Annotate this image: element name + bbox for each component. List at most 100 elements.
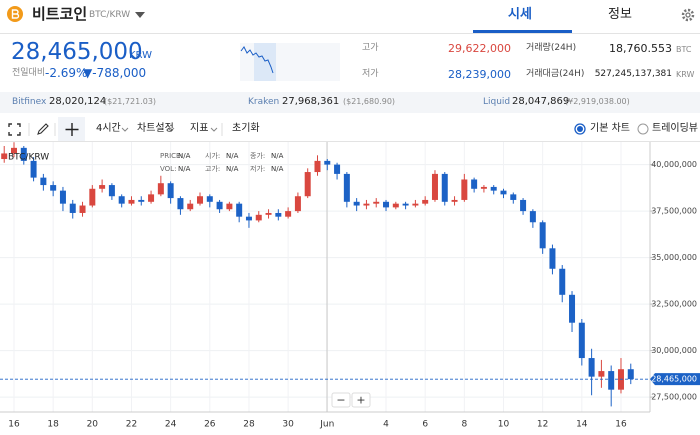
legend-label: 종가:: [250, 151, 265, 160]
candle-body: [373, 201, 380, 204]
candle-body: [40, 177, 47, 186]
tab-underline: [473, 30, 572, 33]
candle-body: [324, 160, 331, 165]
indicators[interactable]: 지표: [190, 123, 209, 134]
candle-body: [578, 322, 585, 359]
radio-selected[interactable]: [574, 123, 586, 135]
legend-label: VOL:: [160, 165, 176, 173]
candle-body: [334, 164, 341, 174]
settings-icon[interactable]: [680, 7, 696, 23]
candle-body: [559, 268, 566, 295]
exchange-name: Liquid: [483, 97, 511, 107]
legend-value: N/A: [226, 152, 239, 160]
coin-name: 비트코인: [32, 5, 88, 23]
zoom-label[interactable]: −: [336, 394, 345, 407]
x-tick-label: 8: [461, 420, 467, 430]
zoom-button[interactable]: [351, 392, 371, 408]
high-label: 고가: [362, 43, 379, 53]
candle-body: [108, 185, 115, 197]
chart: 27,500,000 30,000,000 32,500,000 35,000,000…: [0, 142, 700, 430]
sparkline: [240, 43, 340, 81]
candle-body: [128, 199, 135, 204]
candle-body: [598, 371, 605, 377]
legend-value: N/A: [178, 165, 191, 173]
candle-body: [422, 199, 429, 204]
volume-value: 18,760.553: [609, 42, 672, 55]
candle-body: [226, 203, 233, 210]
candle-body: [187, 203, 194, 210]
candle-body: [343, 173, 350, 202]
pair: BTC/KRW: [89, 10, 131, 20]
current-price: 28,465,000: [11, 39, 143, 65]
chart-settings[interactable]: 차트설정: [137, 123, 174, 134]
candle-body: [157, 183, 164, 195]
candle-body: [451, 199, 458, 202]
x-tick-label: Jun: [319, 420, 334, 430]
legend-value: N/A: [178, 152, 191, 160]
x-tick-label: 12: [537, 420, 548, 430]
candle-body: [50, 185, 57, 191]
draw-icon[interactable]: [37, 123, 49, 135]
last-price-label: 28,465,000: [651, 375, 697, 384]
candle-body: [402, 203, 409, 206]
x-tick-label: 14: [576, 420, 588, 430]
x-tick-label: 16: [615, 420, 627, 430]
x-tick-label: 28: [243, 420, 255, 430]
tab[interactable]: 시세: [508, 7, 532, 22]
candle-body: [20, 147, 27, 161]
candle-body: [206, 196, 213, 202]
x-tick-label: 26: [204, 420, 216, 430]
fullscreen-icon[interactable]: [8, 123, 21, 136]
candle-body: [177, 198, 184, 210]
low-value: 28,239,000: [448, 68, 511, 81]
candle-body: [265, 212, 272, 215]
exchange-converted: ($21,721.03): [104, 97, 157, 106]
y-tick-label: 40,000,000: [651, 160, 697, 169]
candle-body: [148, 194, 155, 202]
legend-label: 고가:: [205, 164, 220, 173]
candle-body: [412, 203, 419, 206]
candle-body: [363, 203, 370, 206]
candle-body: [392, 203, 399, 208]
exchange-converted: (¥2,919,038.00): [565, 97, 630, 106]
y-tick-label: 32,500,000: [651, 300, 697, 309]
candle-body: [197, 196, 204, 204]
low-label: 저가: [362, 69, 379, 79]
candle-body: [539, 222, 546, 249]
change-rate: -2.69%: [45, 66, 88, 80]
candle-body: [588, 358, 595, 377]
x-tick-label: 30: [282, 420, 294, 430]
candle-body: [569, 294, 576, 323]
candle-body: [275, 212, 282, 217]
radio[interactable]: [637, 123, 649, 135]
x-tick-label: 22: [126, 420, 137, 430]
candle-body: [510, 194, 517, 200]
x-tick-label: 18: [47, 420, 59, 430]
change-amount: ▼-788,000: [83, 66, 147, 80]
amount-label: 거래대금(24H): [526, 69, 585, 79]
candle-body: [461, 179, 468, 200]
zoom-label[interactable]: +: [356, 394, 365, 407]
y-tick-label: 37,500,000: [651, 207, 697, 216]
dropdown[interactable]: [134, 11, 146, 19]
legend-value: N/A: [271, 165, 284, 173]
reset[interactable]: 초기화: [232, 123, 260, 134]
tab[interactable]: 정보: [608, 7, 632, 22]
exchange-price: 28,020,124: [49, 96, 107, 107]
candle-body: [69, 203, 76, 213]
candle-body: [431, 173, 438, 200]
interval[interactable]: 4시간: [96, 123, 121, 134]
legend-value: N/A: [226, 165, 239, 173]
amount-unit: KRW: [676, 70, 695, 79]
chart-option[interactable]: 기본 차트: [590, 123, 630, 134]
candle-body: [216, 201, 223, 210]
candle-body: [30, 160, 37, 178]
candle-body: [353, 201, 360, 206]
y-tick-label: 35,000,000: [651, 253, 697, 262]
zoom-button[interactable]: [331, 392, 351, 408]
candle-body: [11, 147, 17, 154]
chart-option[interactable]: 트레이딩뷰: [652, 123, 698, 134]
amount-value: 527,245,137,381: [594, 69, 672, 79]
candle-body: [167, 183, 174, 199]
